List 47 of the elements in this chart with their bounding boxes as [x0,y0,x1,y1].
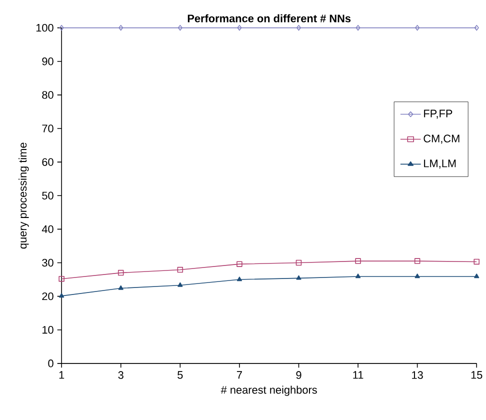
legend-label: FP,FP [424,110,452,119]
x-tick-label: 13 [412,371,423,379]
point [296,24,302,31]
x-tick-label: 11 [353,371,364,379]
x-tick-label: 5 [178,371,183,379]
y-tick-label: 20 [42,292,54,300]
y-tick-label: 100 [36,24,54,32]
point [474,274,480,278]
x-tick-label: 15 [471,371,482,379]
legend-label: LM,LM [424,160,456,169]
point [355,274,361,278]
x-axis-title: # nearest neighbors [220,386,317,396]
point [177,266,184,273]
point [355,258,361,264]
point [118,270,124,276]
y-tick-label: 90 [42,58,54,66]
point [236,276,242,282]
y-tick-label: 80 [42,91,54,99]
y-tick-label: 70 [42,124,54,132]
point [178,24,182,31]
y-tick-label: 40 [42,225,54,234]
x-tick-label: 3 [118,371,124,379]
point [415,24,420,31]
y-tick-label: 60 [42,158,54,166]
x-tick-label: 1 [59,371,64,379]
y-axis-title: query processing time [18,142,29,249]
point [414,274,420,278]
point [118,285,124,290]
legend-label: CM,CM [424,134,460,144]
x-tick-label: 7 [236,371,242,379]
y-tick-label: 30 [42,258,54,267]
point [58,276,64,282]
point [118,24,124,31]
y-tick-label: 50 [42,192,54,200]
y-tick-label: 0 [48,360,54,368]
chart-title: Performance on different # NNs [188,14,351,22]
point [356,24,360,31]
point [59,293,64,298]
point [296,260,302,266]
point [236,261,242,267]
point [414,258,420,264]
x-tick-label: 9 [296,371,302,379]
point [178,282,183,287]
y-tick-label: 10 [42,326,54,334]
point [474,258,480,265]
point [237,24,242,31]
point [296,275,302,280]
